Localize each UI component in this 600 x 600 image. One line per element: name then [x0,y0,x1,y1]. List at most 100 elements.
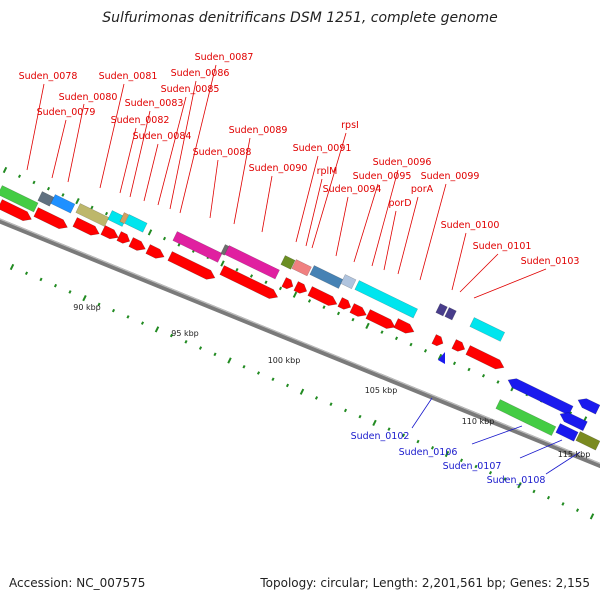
kbp-label: 115 kbp [558,450,591,459]
scale-tick [546,495,551,500]
gene-arrow [145,244,165,259]
scale-tick [68,290,72,294]
leader-line [311,132,347,249]
gene-label: Suden_0089 [229,125,288,136]
gene-label: Suden_0096 [373,157,432,168]
gene-label: Suden_0081 [99,71,158,82]
gene-arrow [33,207,68,230]
gene-arrow [219,265,279,299]
leader-line [451,232,467,291]
scale-tick [365,322,370,330]
gene-label: Suden_0088 [193,147,252,158]
gene-arrows [0,199,600,432]
scale-tick [307,299,312,303]
scale-tick [430,446,435,450]
scale-tick [380,330,384,334]
leader-line [471,425,523,445]
scale-tick [264,280,268,285]
scale-tick [285,383,290,388]
gene-arrow [577,398,600,415]
gene-label: Suden_0107 [443,461,502,472]
cog-bars [0,185,600,451]
leader-line [519,439,563,459]
gene-label: Suden_0084 [133,131,192,142]
leader-line [459,253,499,293]
scale-tick [329,402,333,406]
leader-line [371,169,399,267]
cog-bar [0,185,39,213]
scale-tick [61,193,65,197]
leader-line [383,210,397,271]
leader-line [26,83,45,171]
scale-tick [416,439,420,444]
gene-arrow [293,281,308,294]
scale-tick [459,458,464,463]
scale-tick [488,470,493,475]
scale-tick [17,174,22,179]
scale-tick [423,349,428,353]
gene-label: Suden_0091 [293,143,352,154]
scale-tick [162,236,167,241]
scale-tick [32,180,36,185]
cog-bar [124,214,148,233]
leader-line [169,80,197,210]
scale-tick [235,267,239,272]
map-title: Sulfurimonas denitrificans DSM 1251, com… [102,10,498,26]
kbp-label: 90 kbp [73,303,101,312]
gene-label: porA [411,184,434,195]
cog-bar [220,244,230,256]
scale-tick [169,333,174,338]
scale-tick [467,367,471,372]
leader-line [157,96,187,206]
scale-tick [409,342,413,347]
leader-line [119,127,137,194]
leader-line [305,178,323,247]
gene-arrow [100,225,119,240]
scale-tick [249,274,254,278]
gene-arrow [451,339,466,352]
kbp-label: 95 kbp [171,329,199,338]
leader-line [419,183,447,281]
gene-label: Suden_0082 [111,115,170,126]
scale-tick [53,283,58,288]
cog-bar [575,431,600,451]
cog-bar [469,317,506,342]
gene-label: Suden_0102 [351,431,410,442]
gene-label: Suden_0085 [161,84,220,95]
leader-line [233,137,251,225]
cog-bar [280,255,296,270]
gene-label: Suden_0083 [125,98,184,109]
leader-line [67,103,85,183]
scale-tick [126,315,130,319]
scale-tick [140,321,145,325]
scale-tick [401,433,406,438]
kbp-label: 100 kbp [268,356,301,365]
scale-tick [75,198,80,205]
leader-line [209,159,219,219]
scale-tick [474,464,478,469]
gene-arrow [559,412,588,432]
cog-bar [309,265,344,289]
gene-arrow [349,303,367,317]
scale-tick [575,508,580,512]
gene-arrow [167,251,216,280]
scale-tick [517,482,522,489]
cog-bar [495,399,557,437]
gene-arrow [431,334,444,347]
gene-label: Suden_0099 [421,171,480,182]
scale-tick [358,414,362,419]
scale-tick [82,295,87,302]
gene-label: Suden_0108 [487,475,546,486]
scale-tick [227,357,232,364]
gene-label: Suden_0101 [473,241,532,252]
gene-arrow [72,217,100,236]
gene-label: Suden_0080 [59,92,118,103]
label-leaders [26,64,581,475]
gene-arrow [116,231,131,244]
leader-line [335,196,349,257]
scale-tick [147,229,153,236]
cog-bar [354,280,418,319]
leader-line [397,196,419,275]
scale-tick [496,380,500,384]
scale-tick [242,364,246,369]
